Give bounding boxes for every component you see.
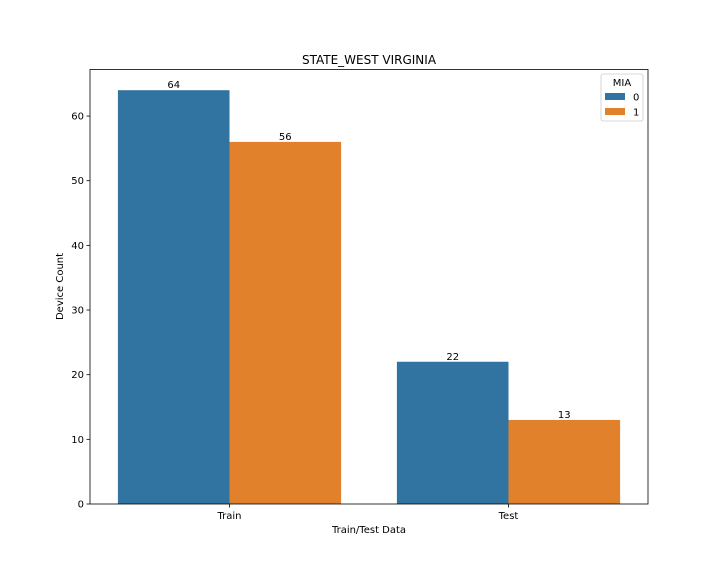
y-tick-label: 60 xyxy=(71,112,84,123)
legend-entry-0: 0 xyxy=(633,93,639,104)
data-label-test-series-0: 22 xyxy=(446,352,459,363)
bar-test-series-1 xyxy=(508,419,621,504)
data-label-train-series-1: 56 xyxy=(279,132,292,143)
chart-title: STATE_WEST VIRGINIA xyxy=(302,53,437,67)
data-label-test-series-1: 13 xyxy=(558,410,571,421)
x-tick-label-train: Train xyxy=(217,511,242,522)
y-tick-label: 30 xyxy=(71,306,84,317)
bar-train-series-0 xyxy=(117,90,230,504)
legend-swatch-0 xyxy=(605,93,625,100)
y-tick-label: 0 xyxy=(78,500,84,511)
bars-layer: 64 56 22 13 xyxy=(117,80,621,504)
legend-swatch-1 xyxy=(605,108,625,115)
y-tick-label: 50 xyxy=(71,176,84,187)
y-tick-label: 10 xyxy=(71,435,84,446)
bar-test-series-0 xyxy=(396,361,509,504)
y-tick-label: 40 xyxy=(71,241,84,252)
legend: MIA 0 1 xyxy=(600,73,644,122)
x-axis-label: Train/Test Data xyxy=(331,525,406,536)
data-label-train-series-0: 64 xyxy=(167,80,180,91)
x-tick-label-test: Test xyxy=(498,511,519,522)
legend-title: MIA xyxy=(613,78,632,89)
bar-train-series-1 xyxy=(229,141,342,504)
x-axis: Train Test xyxy=(217,504,519,522)
y-tick-label: 20 xyxy=(71,370,84,381)
plot-frame xyxy=(89,69,649,505)
y-axis-label: Device Count xyxy=(55,253,66,320)
y-axis: 0 10 20 30 40 50 60 xyxy=(71,112,90,511)
legend-entry-1: 1 xyxy=(633,108,639,119)
